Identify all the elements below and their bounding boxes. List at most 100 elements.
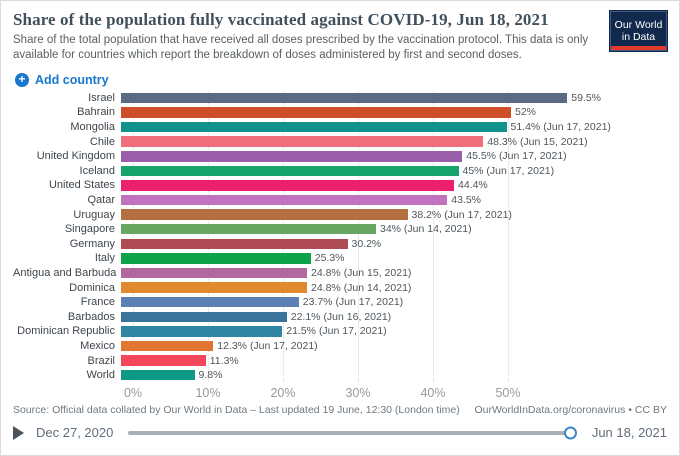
source-link[interactable]: OurWorldInData.org/coronavirus • CC BY xyxy=(474,404,667,417)
bar[interactable] xyxy=(121,238,348,250)
source-row: Source: Official data collated by Our Wo… xyxy=(13,404,667,416)
bar-row[interactable]: Mexico 12.3% (Jun 17, 2021) xyxy=(13,339,667,354)
bar[interactable] xyxy=(121,340,214,352)
bar-value-label: 51.4% (Jun 17, 2021) xyxy=(510,121,611,134)
bar-value-label: 59.5% xyxy=(571,91,602,104)
header-text: Share of the population fully vaccinated… xyxy=(13,9,601,64)
bar-value-label: 23.7% (Jun 17, 2021) xyxy=(302,296,404,309)
country-label: Bahrain xyxy=(77,106,115,119)
bar[interactable] xyxy=(121,92,568,104)
bar-value-label: 11.3% xyxy=(209,354,239,367)
timeline-handle[interactable] xyxy=(563,426,577,440)
bar-row[interactable]: World 9.8% xyxy=(13,368,667,383)
header: Share of the population fully vaccinated… xyxy=(13,9,668,64)
bar-area: 44.4% xyxy=(121,178,667,193)
bar-area: 11.3% xyxy=(121,353,667,368)
gridline xyxy=(283,90,284,383)
bar-row[interactable]: Qatar 43.5% xyxy=(13,193,667,208)
country-label: Mexico xyxy=(80,339,115,352)
bar-value-label: 30.2% xyxy=(351,237,382,250)
plus-icon: + xyxy=(15,72,29,87)
bar-chart: Israel 59.5% Bahrain 52% Mongolia 51.4% (Jun … xyxy=(13,90,667,383)
bar-row[interactable]: Antigua and Barbuda 24.8% (Jun 15, 2021) xyxy=(13,266,667,281)
bar-row[interactable]: Germany 30.2% xyxy=(13,237,667,252)
bar-area: 12.3% (Jun 17, 2021) xyxy=(121,339,667,354)
country-label: Italy xyxy=(94,252,115,265)
bar[interactable] xyxy=(121,326,283,337)
bar-area: 21.5% (Jun 17, 2021) xyxy=(121,324,667,339)
bar[interactable] xyxy=(121,107,511,118)
bar-value-label: 38.2% (Jun 17, 2021) xyxy=(411,208,512,221)
bar-row[interactable]: Israel 59.5% xyxy=(13,91,667,106)
bar-row[interactable]: Bahrain 52% xyxy=(13,105,667,120)
bar[interactable] xyxy=(121,369,195,381)
bar-row[interactable]: Brazil 11.3% xyxy=(13,353,667,368)
bar-area: 24.8% (Jun 15, 2021) xyxy=(121,266,667,281)
bar-row[interactable]: Mongolia 51.4% (Jun 17, 2021) xyxy=(13,120,667,135)
bar-area: 51.4% (Jun 17, 2021) xyxy=(121,120,667,135)
bar-area: 52% xyxy=(121,105,667,120)
bar-row[interactable]: United Kingdom 45.5% (Jun 17, 2021) xyxy=(13,149,667,164)
chart-subtitle: Share of the total population that have … xyxy=(13,34,589,62)
bar[interactable] xyxy=(121,282,307,293)
gridline xyxy=(358,90,359,383)
bar-value-label: 24.8% (Jun 14, 2021) xyxy=(311,281,412,294)
bar-row[interactable]: Barbados 22.1% (Jun 16, 2021) xyxy=(13,310,667,325)
bar-area: 45.5% (Jun 17, 2021) xyxy=(121,149,667,164)
bar-value-label: 52% xyxy=(515,106,537,119)
bar[interactable] xyxy=(121,136,484,147)
bar-row[interactable]: Singapore 34% (Jun 14, 2021) xyxy=(13,222,667,237)
bar-area: 9.8% xyxy=(121,368,667,383)
bar-value-label: 48.3% (Jun 15, 2021) xyxy=(487,135,588,148)
bar-area: 43.5% xyxy=(121,193,667,208)
bar-value-label: 24.8% (Jun 15, 2021) xyxy=(311,267,412,280)
country-label: Dominica xyxy=(69,281,115,294)
bar-row[interactable]: Italy 25.3% xyxy=(13,251,667,266)
bar[interactable] xyxy=(121,194,448,206)
timeline: Dec 27, 2020 Jun 18, 2021 xyxy=(13,425,667,440)
bar[interactable] xyxy=(121,296,299,308)
bar[interactable] xyxy=(121,121,507,133)
bar[interactable] xyxy=(121,253,311,264)
bar[interactable] xyxy=(121,165,459,177)
country-label: Dominican Republic xyxy=(17,325,115,338)
country-label: Iceland xyxy=(79,164,115,177)
country-label: Brazil xyxy=(87,354,115,367)
country-label: Germany xyxy=(69,237,115,250)
bar-row[interactable]: Dominican Republic 21.5% (Jun 17, 2021) xyxy=(13,324,667,339)
gridline xyxy=(208,90,209,383)
bar[interactable] xyxy=(121,209,408,220)
x-axis-tick-label: 30% xyxy=(345,386,371,401)
play-icon xyxy=(13,425,24,440)
bar[interactable] xyxy=(121,180,454,191)
chart-title: Share of the population fully vaccinated… xyxy=(13,10,549,29)
bar-row[interactable]: Uruguay 38.2% (Jun 17, 2021) xyxy=(13,207,667,222)
owid-logo-text-line2: in Data xyxy=(621,31,656,43)
bar-area: 34% (Jun 14, 2021) xyxy=(121,222,667,237)
bar-area: 38.2% (Jun 17, 2021) xyxy=(121,207,667,222)
x-axis: 0% 10% 20% 30% 40% 50% xyxy=(124,382,667,401)
bar[interactable] xyxy=(121,267,307,279)
bar[interactable] xyxy=(121,223,376,235)
play-button[interactable] xyxy=(13,425,27,440)
bar-row[interactable]: United States 44.4% xyxy=(13,178,667,193)
bar-row[interactable]: France 23.7% (Jun 17, 2021) xyxy=(13,295,667,310)
add-country-label: Add country xyxy=(35,72,109,87)
bar-area: 30.2% xyxy=(121,237,667,252)
bar-area: 25.3% xyxy=(121,251,667,266)
bar[interactable] xyxy=(121,311,287,323)
country-label: World xyxy=(86,369,115,382)
add-country-button[interactable]: + Add country xyxy=(15,72,109,87)
country-label: Uruguay xyxy=(73,208,115,221)
timeline-track[interactable] xyxy=(128,426,577,440)
bar-row[interactable]: Chile 48.3% (Jun 15, 2021) xyxy=(13,134,667,149)
country-label: France xyxy=(80,296,115,309)
chart-rows: Israel 59.5% Bahrain 52% Mongolia 51.4% (Jun … xyxy=(13,91,667,383)
bar-value-label: 45% (Jun 17, 2021) xyxy=(462,164,555,177)
bar[interactable] xyxy=(121,355,206,366)
bar-row[interactable]: Dominica 24.8% (Jun 14, 2021) xyxy=(13,280,667,295)
bar[interactable] xyxy=(121,151,463,162)
bar-value-label: 22.1% (Jun 16, 2021) xyxy=(290,310,392,323)
bar-row[interactable]: Iceland 45% (Jun 17, 2021) xyxy=(13,164,667,179)
